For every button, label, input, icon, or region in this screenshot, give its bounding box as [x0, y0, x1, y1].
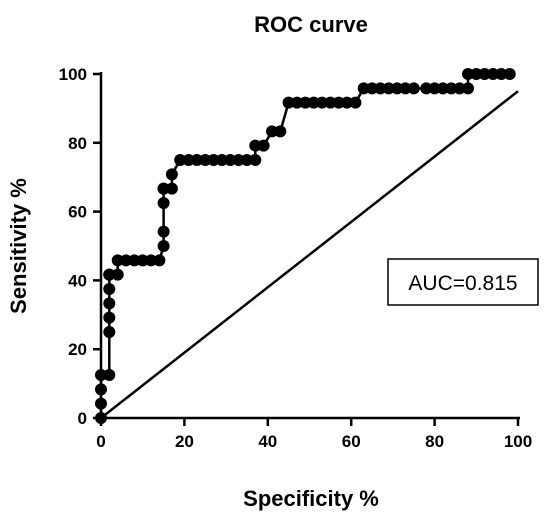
roc-point [274, 125, 287, 138]
y-axis-label: Sensitivity % [6, 178, 31, 314]
markers-group [95, 68, 516, 424]
roc-point [487, 68, 499, 80]
roc-point [503, 68, 516, 80]
roc-point [374, 82, 387, 95]
roc-point [341, 96, 353, 109]
roc-point [232, 154, 245, 166]
roc-point [307, 96, 320, 109]
roc-point [157, 182, 170, 195]
roc-point [495, 68, 508, 80]
roc-point [157, 225, 170, 238]
roc-point [207, 154, 220, 166]
reference-diagonal-line [100, 90, 519, 419]
roc-point [249, 139, 262, 152]
roc-point [128, 254, 141, 267]
y-tick-label: 40 [68, 271, 87, 290]
roc-point [95, 369, 107, 381]
roc-point [111, 254, 124, 267]
y-tick-label: 60 [68, 203, 87, 222]
x-tick-label: 80 [425, 432, 444, 451]
roc-point [95, 383, 107, 396]
roc-point [165, 168, 178, 181]
roc-point [95, 397, 107, 410]
y-tick-label: 80 [68, 134, 87, 153]
roc-point [462, 68, 474, 80]
roc-point [382, 82, 395, 95]
roc-point [445, 82, 458, 95]
roc-point [349, 96, 362, 109]
roc-point [299, 96, 312, 109]
roc-point [462, 82, 474, 95]
roc-point [190, 154, 203, 166]
roc-point [157, 240, 170, 252]
roc-point [436, 82, 449, 95]
roc-point [407, 82, 420, 95]
roc-point [332, 96, 345, 109]
x-tick-label: 20 [175, 432, 194, 451]
roc-point [224, 154, 237, 166]
y-tick-label: 0 [78, 409, 87, 428]
roc-point [266, 125, 278, 138]
roc-point [249, 154, 262, 166]
roc-point [391, 82, 404, 95]
roc-point [103, 283, 116, 295]
roc-point [103, 369, 116, 381]
x-tick-label: 100 [504, 432, 532, 451]
roc-point [136, 254, 149, 267]
roc-point [120, 254, 132, 267]
roc-point [324, 96, 337, 109]
roc-point [291, 96, 303, 109]
roc-point [174, 154, 187, 166]
roc-point [399, 82, 412, 95]
x-tick-label: 40 [258, 432, 277, 451]
roc-point [199, 154, 212, 166]
y-tick-label: 20 [68, 340, 87, 359]
roc-point [357, 82, 370, 95]
roc-point [103, 311, 116, 324]
reference-line-group [100, 90, 519, 419]
roc-point [215, 154, 228, 166]
roc-point [95, 412, 107, 424]
roc-point [366, 82, 379, 95]
roc-point [103, 268, 116, 281]
roc-point [157, 197, 170, 209]
roc-point [240, 154, 253, 166]
roc-point [257, 139, 270, 152]
roc-point [103, 297, 116, 310]
auc-annotation-frame [387, 258, 539, 306]
roc-point [103, 326, 116, 338]
x-tick-label: 0 [96, 432, 105, 451]
roc-point [182, 154, 195, 166]
y-tick-label: 100 [59, 65, 87, 84]
roc-point [453, 82, 466, 95]
auc-annotation: AUC=0.815 [408, 272, 517, 295]
roc-point [111, 268, 124, 281]
roc-point [470, 68, 483, 80]
axes: 0 20 40 60 80 100 0 20 40 60 80 100 [59, 65, 533, 451]
x-tick-label: 60 [342, 432, 361, 451]
x-axis-label: Specificity % [243, 486, 379, 511]
roc-point [316, 96, 328, 109]
roc-point [428, 82, 441, 95]
roc-point [145, 254, 157, 267]
roc-point [420, 82, 433, 95]
auc-annotation-box: AUC=0.815 [387, 258, 539, 306]
roc-point [282, 96, 295, 109]
roc-point [153, 254, 166, 267]
roc-point [165, 182, 178, 195]
chart-title: ROC curve [254, 12, 368, 37]
roc-point [478, 68, 491, 80]
